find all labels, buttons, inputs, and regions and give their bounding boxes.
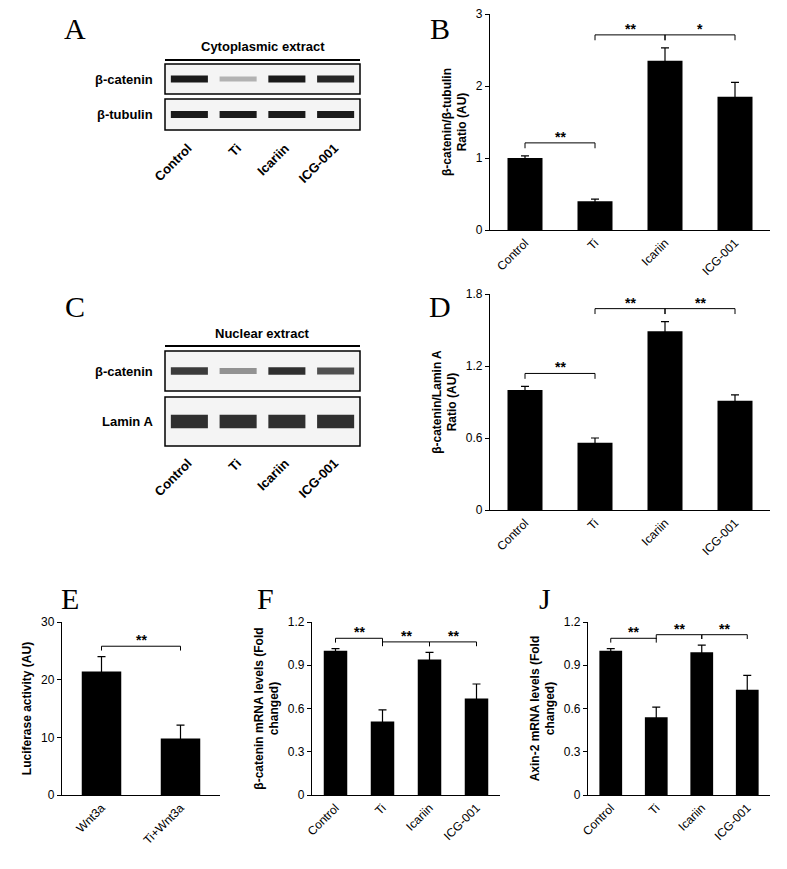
svg-text:Control: Control (494, 236, 531, 273)
svg-text:Wnt3a: Wnt3a (73, 801, 108, 836)
svg-text:3: 3 (476, 7, 483, 21)
svg-text:0.6: 0.6 (466, 431, 483, 445)
svg-text:Icariin: Icariin (254, 456, 292, 494)
svg-text:ICG-001: ICG-001 (699, 516, 741, 558)
svg-text:1.2: 1.2 (466, 359, 483, 373)
svg-text:Ti: Ti (226, 456, 245, 475)
svg-text:E: E (61, 582, 79, 615)
svg-text:Icariin: Icariin (676, 801, 709, 834)
svg-text:Icariin: Icariin (639, 236, 672, 269)
svg-text:**: ** (695, 295, 706, 311)
svg-text:0.9: 0.9 (288, 658, 305, 672)
svg-text:β-catenin: β-catenin (95, 364, 153, 379)
svg-text:2: 2 (476, 79, 483, 93)
svg-text:1.8: 1.8 (466, 287, 483, 301)
svg-text:Axin-2 mRNA levels (Foldchange: Axin-2 mRNA levels (Foldchanged) (528, 636, 558, 782)
svg-text:D: D (429, 290, 451, 323)
svg-text:Luciferase activity (AU): Luciferase activity (AU) (20, 642, 34, 775)
svg-text:Icariin: Icariin (403, 801, 436, 834)
svg-text:Icariin: Icariin (254, 141, 292, 179)
svg-text:J: J (539, 582, 551, 615)
svg-text:Ti: Ti (646, 801, 663, 818)
svg-text:β-catenin: β-catenin (95, 72, 153, 87)
svg-text:20: 20 (41, 673, 55, 687)
svg-text:Ti+Wnt3a: Ti+Wnt3a (141, 801, 187, 847)
svg-text:B: B (430, 12, 450, 45)
svg-text:Ti: Ti (226, 141, 245, 160)
svg-text:Ti: Ti (585, 236, 602, 253)
svg-text:Ti: Ti (372, 801, 389, 818)
svg-text:0: 0 (574, 788, 581, 802)
svg-text:**: ** (136, 632, 147, 648)
svg-text:0: 0 (476, 503, 483, 517)
svg-text:*: * (697, 21, 703, 37)
svg-text:0.6: 0.6 (564, 702, 581, 716)
svg-text:**: ** (354, 624, 365, 640)
svg-text:1.2: 1.2 (564, 615, 581, 629)
svg-text:ICG-001: ICG-001 (296, 141, 341, 186)
svg-text:0.3: 0.3 (288, 745, 305, 759)
svg-text:Control: Control (580, 801, 617, 838)
svg-text:Icariin: Icariin (639, 516, 672, 549)
svg-text:Lamin A: Lamin A (102, 414, 153, 429)
svg-text:**: ** (401, 628, 412, 644)
svg-text:Nuclear extract: Nuclear extract (215, 326, 310, 341)
svg-text:β-catenin/β-tubulinRatio (AU): β-catenin/β-tubulinRatio (AU) (440, 68, 470, 176)
svg-text:**: ** (628, 624, 639, 640)
svg-text:10: 10 (41, 731, 55, 745)
svg-text:F: F (257, 582, 274, 615)
svg-text:0: 0 (298, 788, 305, 802)
svg-text:ICG-001: ICG-001 (699, 236, 741, 278)
svg-text:A: A (64, 12, 86, 45)
svg-text:0.3: 0.3 (564, 745, 581, 759)
svg-text:**: ** (625, 295, 636, 311)
svg-text:0: 0 (476, 223, 483, 237)
svg-text:**: ** (719, 621, 730, 637)
svg-text:30: 30 (41, 615, 55, 629)
svg-text:**: ** (448, 628, 459, 644)
svg-text:**: ** (555, 129, 566, 145)
svg-text:ICG-001: ICG-001 (441, 801, 483, 843)
svg-text:**: ** (625, 21, 636, 37)
svg-text:β-catenin/Lamin ARatio (AU): β-catenin/Lamin ARatio (AU) (430, 350, 460, 454)
svg-text:ICG-001: ICG-001 (712, 801, 754, 843)
svg-text:1: 1 (476, 151, 483, 165)
svg-text:Cytoplasmic extract: Cytoplasmic extract (201, 39, 325, 54)
svg-text:Control: Control (305, 801, 342, 838)
svg-text:Control: Control (152, 456, 195, 499)
svg-text:C: C (65, 290, 85, 323)
svg-text:Control: Control (152, 141, 195, 184)
svg-text:**: ** (555, 359, 566, 375)
svg-text:1.2: 1.2 (288, 615, 305, 629)
svg-text:0.9: 0.9 (564, 658, 581, 672)
svg-text:β-tubulin: β-tubulin (97, 107, 153, 122)
svg-text:β-catenin mRNA levels (Foldcha: β-catenin mRNA levels (Foldchanged) (252, 627, 282, 789)
svg-text:0: 0 (48, 788, 55, 802)
svg-text:Ti: Ti (585, 516, 602, 533)
svg-text:ICG-001: ICG-001 (296, 456, 341, 501)
svg-text:**: ** (674, 621, 685, 637)
svg-text:Control: Control (494, 516, 531, 553)
svg-text:0.6: 0.6 (288, 702, 305, 716)
